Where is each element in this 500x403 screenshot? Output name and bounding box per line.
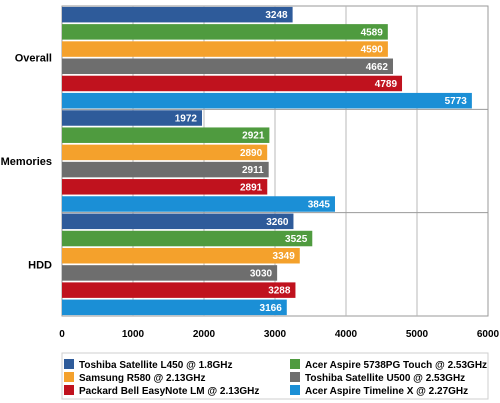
bar-value-label: 4590 bbox=[361, 45, 384, 56]
bar bbox=[62, 110, 203, 126]
x-tick-label: 3000 bbox=[264, 329, 287, 340]
legend-label: Packard Bell EasyNote LM @ 2.13GHz bbox=[79, 386, 259, 397]
legend-swatch bbox=[290, 385, 300, 395]
bar bbox=[62, 196, 335, 212]
bar bbox=[62, 213, 294, 230]
bar-value-label: 4589 bbox=[361, 27, 384, 38]
category-labels: Overall Memories HDD bbox=[1, 53, 52, 272]
bar bbox=[62, 282, 296, 298]
legend-label: Acer Aspire Timeline X @ 2.27GHz bbox=[305, 386, 468, 397]
legend-swatch bbox=[290, 359, 300, 369]
x-tick-label: 0 bbox=[59, 329, 65, 340]
x-tick-label: 6000 bbox=[477, 329, 500, 340]
category-label: Memories bbox=[1, 156, 52, 168]
x-tick-label: 5000 bbox=[406, 329, 429, 340]
bar bbox=[62, 179, 268, 195]
bar-value-label: 3288 bbox=[268, 286, 291, 297]
legend-label: Samsung R580 @ 2.13GHz bbox=[79, 373, 205, 384]
bar bbox=[62, 265, 278, 281]
bar bbox=[62, 92, 472, 109]
x-tick-label: 4000 bbox=[335, 329, 358, 340]
bar-value-label: 5773 bbox=[445, 96, 468, 107]
bar-value-label: 3030 bbox=[250, 268, 273, 279]
bars: 3248 4589 4590 4662 4789 5773 1972 2921 2890 2911… bbox=[62, 6, 472, 316]
legend-box bbox=[61, 352, 489, 400]
x-tick-label: 2000 bbox=[193, 329, 216, 340]
legend-swatch bbox=[64, 372, 74, 382]
bar-value-label: 4662 bbox=[366, 62, 389, 73]
gridlines bbox=[62, 6, 488, 316]
legend-swatch bbox=[64, 385, 74, 395]
bar-value-label: 1972 bbox=[175, 114, 198, 125]
bar-value-label: 2891 bbox=[240, 182, 263, 193]
category-label: Overall bbox=[15, 53, 52, 65]
bar-value-label: 3166 bbox=[260, 303, 283, 314]
legend-label: Acer Aspire 5738PG Touch @ 2.53GHz bbox=[305, 360, 487, 371]
legend-swatch bbox=[290, 372, 300, 382]
bar bbox=[62, 161, 269, 178]
bar-value-label: 2911 bbox=[242, 165, 264, 176]
bar bbox=[62, 41, 388, 57]
bar-value-label: 4789 bbox=[375, 79, 398, 90]
bar bbox=[62, 6, 293, 23]
legend: Toshiba Satellite L450 @ 1.8GHz Acer Aspi… bbox=[64, 359, 487, 397]
category-label: HDD bbox=[28, 259, 52, 271]
bar-value-label: 2921 bbox=[242, 131, 265, 142]
bar bbox=[62, 24, 388, 40]
x-axis-tick-labels: 0 1000 2000 3000 4000 5000 6000 bbox=[59, 329, 499, 340]
bar-value-label: 3525 bbox=[285, 234, 308, 245]
bar-value-label: 3845 bbox=[308, 200, 331, 211]
bar-value-label: 2890 bbox=[240, 148, 263, 159]
x-tick-label: 1000 bbox=[122, 329, 145, 340]
legend-label: Toshiba Satellite L450 @ 1.8GHz bbox=[79, 360, 233, 371]
bar-value-label: 3349 bbox=[273, 251, 296, 262]
bar bbox=[62, 299, 287, 316]
bar bbox=[62, 247, 300, 264]
bar-value-label: 3248 bbox=[265, 10, 288, 21]
bar-value-label: 3260 bbox=[266, 217, 289, 228]
bar bbox=[62, 230, 313, 247]
bar bbox=[62, 58, 394, 75]
legend-label: Toshiba Satellite U500 @ 2.53GHz bbox=[305, 373, 465, 384]
bar bbox=[62, 75, 403, 92]
bar bbox=[62, 144, 268, 161]
legend-swatch bbox=[64, 359, 74, 369]
bar bbox=[62, 127, 270, 143]
